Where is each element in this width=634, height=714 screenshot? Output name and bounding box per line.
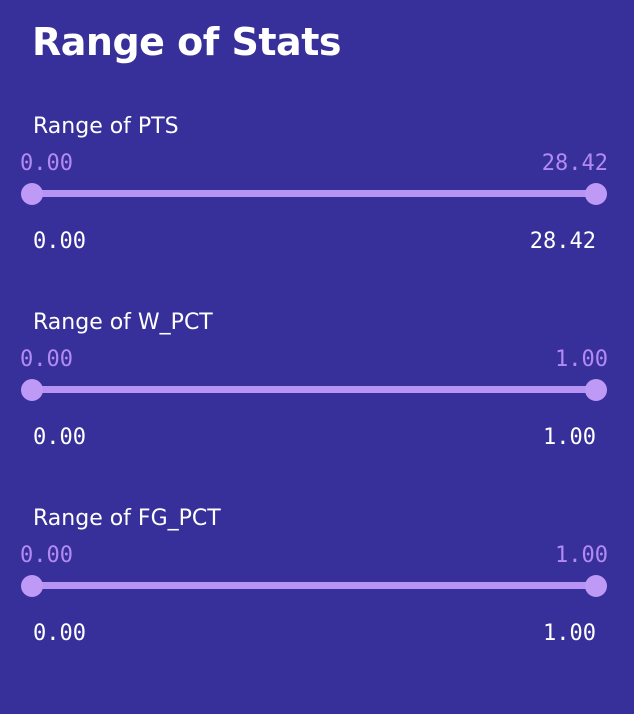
slider-thumb-high[interactable] [585, 379, 607, 401]
slider-track[interactable] [32, 582, 596, 589]
slider-label: Range of FG_PCT [33, 506, 221, 531]
range-min-label: 0.00 [33, 621, 86, 646]
range-min-label: 0.00 [33, 229, 86, 254]
slider-track-fill [32, 190, 596, 197]
slider-track[interactable] [32, 386, 596, 393]
slider-label: Range of PTS [33, 114, 179, 139]
slider-track-fill [32, 386, 596, 393]
slider-track-fill [32, 582, 596, 589]
slider-thumb-high[interactable] [585, 183, 607, 205]
thumb-value-high: 28.42 [541, 151, 608, 176]
range-min-label: 0.00 [33, 425, 86, 450]
thumb-value-low: 0.00 [20, 543, 73, 568]
thumb-value-high: 1.00 [555, 347, 608, 372]
slider-thumb-high[interactable] [585, 575, 607, 597]
page-title: Range of Stats [32, 20, 342, 64]
slider-thumb-low[interactable] [21, 379, 43, 401]
slider-thumb-low[interactable] [21, 575, 43, 597]
range-max-label: 1.00 [543, 621, 596, 646]
slider-thumb-low[interactable] [21, 183, 43, 205]
slider-label: Range of W_PCT [33, 310, 213, 335]
slider-track[interactable] [32, 190, 596, 197]
thumb-value-low: 0.00 [20, 151, 73, 176]
slider-pts: Range of PTS 0.00 28.42 0.00 28.42 [0, 112, 634, 302]
thumb-value-low: 0.00 [20, 347, 73, 372]
range-max-label: 28.42 [529, 229, 596, 254]
slider-fg-pct: Range of FG_PCT 0.00 1.00 0.00 1.00 [0, 504, 634, 694]
thumb-value-high: 1.00 [555, 543, 608, 568]
range-max-label: 1.00 [543, 425, 596, 450]
slider-w-pct: Range of W_PCT 0.00 1.00 0.00 1.00 [0, 308, 634, 498]
